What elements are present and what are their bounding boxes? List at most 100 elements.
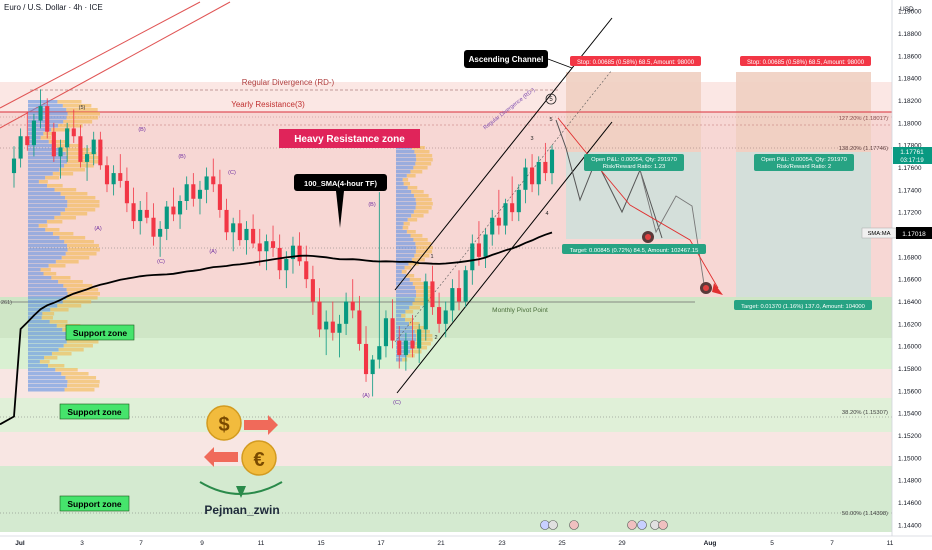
volume-bar-orange: [62, 300, 92, 304]
volume-bar-orange: [59, 236, 86, 240]
volume-bar-blue: [396, 198, 416, 202]
volume-bar-orange: [61, 148, 90, 152]
volume-bar-blue: [396, 210, 414, 214]
ascending-channel-label: Ascending Channel: [469, 55, 544, 64]
volume-bar-orange: [66, 296, 98, 300]
support-zone-3-label-box: [59, 495, 130, 512]
volume-bar-orange: [48, 140, 66, 144]
candle-body: [104, 165, 110, 185]
volume-bar-blue: [28, 228, 46, 232]
volume-bar-blue: [396, 246, 417, 250]
candle-body: [131, 203, 136, 222]
candle-body: [224, 209, 229, 233]
candle-body: [317, 301, 322, 330]
fib-1382-label: 138.20% (1.17746): [839, 146, 888, 152]
support-zone-2-band[interactable]: [0, 398, 892, 432]
regular-divergence-label: Regular Divergence (RD-): [242, 78, 335, 87]
support-zone-3-label: Support zone: [67, 499, 122, 509]
target-box-2: [736, 152, 871, 297]
volume-bar-orange: [65, 376, 97, 380]
y-tick-label: 1.17600: [898, 165, 922, 172]
volume-bar-blue: [28, 172, 53, 176]
volume-bar-blue: [396, 310, 406, 314]
svg-text:(B): (B): [178, 154, 186, 160]
target-marker-1: [642, 231, 654, 243]
volume-bar-blue: [28, 284, 64, 288]
candle-body: [171, 206, 176, 215]
ascending-channel-callout: [464, 50, 548, 68]
volume-bar-orange: [401, 270, 407, 274]
trade-box-2[interactable]: [736, 72, 871, 297]
price-badge: 1.17761 03:17:19: [893, 147, 932, 164]
volume-bar-orange: [411, 214, 424, 218]
price-axis[interactable]: USD 1.19000 1.18800 1.18600 1.18400 1.18200 1…: [891, 0, 932, 550]
volume-bar-blue: [396, 286, 416, 290]
volume-bar-orange: [67, 384, 100, 388]
svg-text:(C): (C): [393, 400, 401, 406]
volume-bar-orange: [63, 344, 93, 348]
y-tick-label: 1.17200: [898, 210, 922, 217]
candle-body: [363, 343, 369, 375]
volume-bar-blue: [396, 318, 406, 322]
wave-5-circle: [545, 93, 557, 105]
volume-bar-orange: [415, 342, 431, 346]
volume-bar-blue: [28, 324, 57, 328]
candle-body: [217, 184, 222, 210]
candle-body: [197, 189, 203, 199]
arrow-left-icon: [204, 447, 238, 467]
volume-bar-blue: [28, 356, 45, 360]
volume-bar-blue: [28, 352, 52, 356]
wave-5-top: 5: [549, 97, 553, 103]
candle-body: [264, 241, 269, 252]
volume-bar-blue: [396, 238, 414, 242]
candle-body: [463, 270, 468, 302]
volume-bar-blue: [396, 158, 417, 162]
y-tick-label: 1.16000: [898, 344, 922, 351]
volume-bar-blue: [396, 154, 416, 158]
x-tick-label: 21: [437, 540, 445, 547]
volume-bar-orange: [414, 330, 430, 334]
support-zone-3-band[interactable]: [0, 466, 892, 532]
volume-bar-orange: [43, 132, 56, 136]
volume-bar-blue: [28, 232, 53, 236]
volume-bar-orange: [415, 198, 432, 202]
volume-bar-orange: [409, 278, 422, 282]
volume-bar-blue: [396, 294, 417, 298]
volume-bar-blue: [28, 176, 46, 180]
volume-bar-blue: [28, 236, 60, 240]
volume-bar-orange: [415, 206, 432, 210]
volume-bar-orange: [67, 380, 100, 384]
volume-bar-blue: [396, 194, 414, 198]
x-tick-label: 25: [558, 540, 566, 547]
symbol-title[interactable]: Euro / U.S. Dollar · 4h · ICE: [4, 3, 103, 12]
volume-bar-orange: [63, 284, 93, 288]
volume-bar-blue: [396, 250, 416, 254]
volume-bar-orange: [415, 242, 432, 246]
volume-bar-blue: [396, 190, 412, 194]
candle-body: [231, 223, 236, 233]
volume-bar-blue: [28, 224, 39, 228]
volume-bar-orange: [404, 266, 412, 270]
volume-bar-blue: [396, 182, 404, 186]
volume-bar-blue: [28, 100, 58, 104]
fib-500-label: 50.00% (1.14398): [842, 511, 888, 517]
volume-bar-blue: [28, 168, 60, 172]
candle-body: [18, 136, 23, 159]
dollar-symbol: $: [218, 414, 229, 436]
volume-bar-orange: [409, 306, 421, 310]
candle-body: [204, 176, 209, 190]
dollar-coin-icon: [206, 405, 242, 441]
volume-bar-orange: [402, 226, 409, 230]
time-axis[interactable]: Jul 3 7 9 11 15 17 21 23 25 29 Aug 5 7 11: [0, 535, 932, 550]
volume-bar-blue: [396, 322, 409, 326]
x-tick-label: 15: [317, 540, 325, 547]
volume-bar-orange: [57, 304, 82, 308]
event-icons[interactable]: [540, 520, 668, 530]
y-tick-label: 1.15000: [898, 455, 922, 462]
volume-bar-orange: [60, 212, 88, 216]
volume-bar-orange: [54, 216, 76, 220]
candle-body: [58, 147, 63, 157]
candle-body: [191, 184, 196, 199]
volume-bar-orange: [414, 298, 431, 302]
